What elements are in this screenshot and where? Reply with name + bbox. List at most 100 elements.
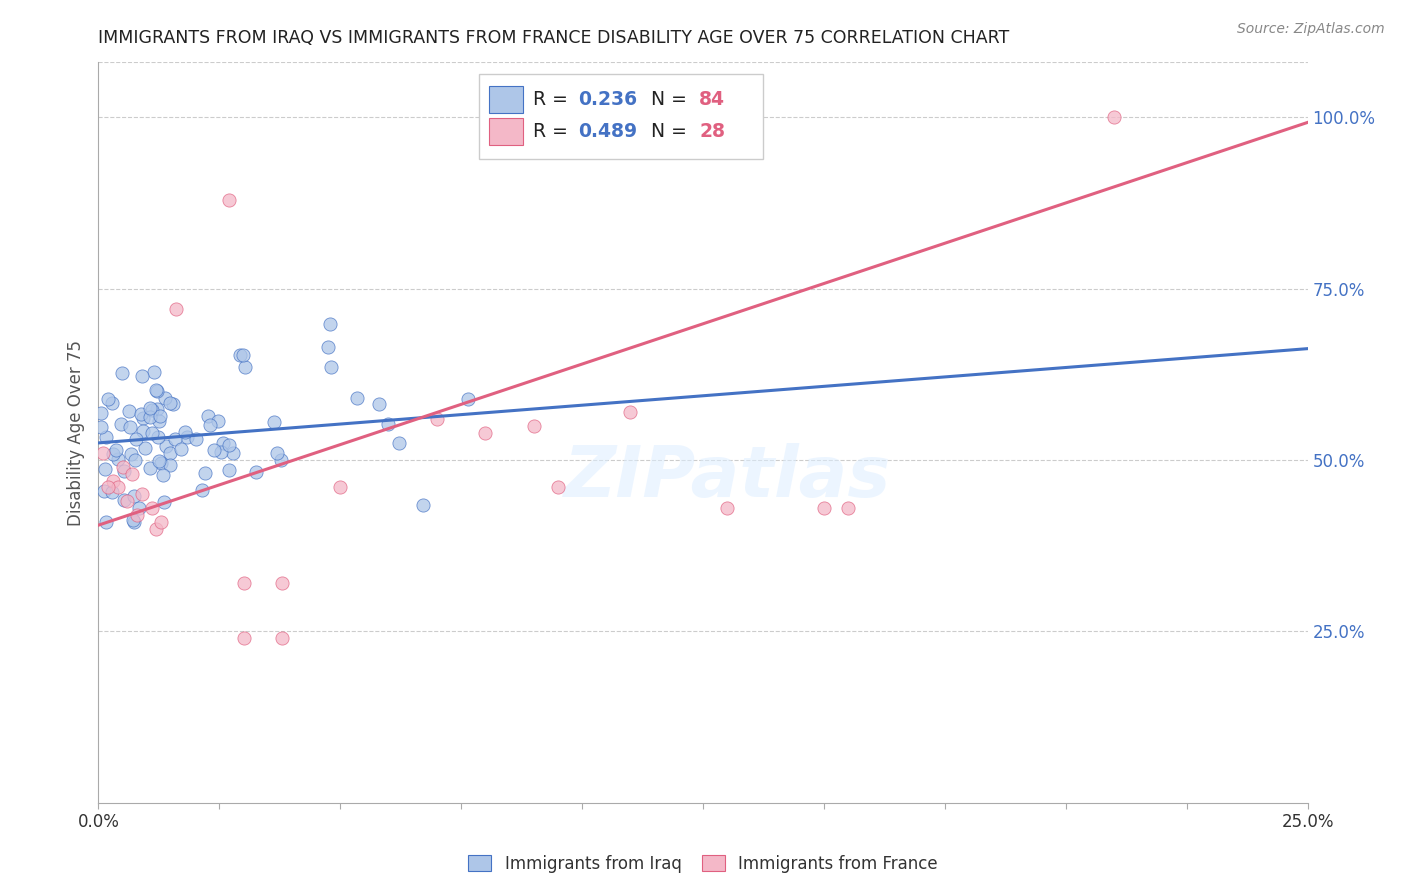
Point [120,447,142,461]
Point [233,360,256,375]
Point [232,348,254,362]
Point [152,467,174,482]
Text: ZIPatlas: ZIPatlas [564,442,891,511]
Point [118,420,141,434]
Point [101,396,124,410]
Point [90,406,112,420]
Point [128,501,150,516]
Point [169,442,191,457]
Point [202,443,225,458]
Point [129,408,152,422]
Point [112,493,135,508]
Point [148,414,170,428]
Point [165,302,187,317]
Point [139,410,162,425]
Point [197,409,219,423]
Point [141,501,163,516]
Point [155,439,177,453]
Text: N =: N = [638,90,693,109]
Point [125,432,148,446]
Point [368,397,391,411]
Point [134,441,156,455]
Point [159,458,181,472]
Point [457,392,479,407]
Text: N =: N = [638,122,693,141]
Point [94,461,117,475]
Point [152,495,174,509]
Point [107,451,129,466]
Point [145,401,167,416]
Point [266,445,288,459]
Point [194,466,217,480]
Point [271,576,294,591]
Text: Source: ZipAtlas.com: Source: ZipAtlas.com [1237,22,1385,37]
Point [221,446,243,460]
Point [619,405,641,419]
Point [101,474,124,488]
Point [118,404,141,418]
Point [131,487,153,501]
Point [150,456,173,470]
Point [174,425,197,440]
Point [139,460,162,475]
FancyBboxPatch shape [489,118,523,145]
Point [523,418,546,433]
Point [124,453,146,467]
Point [94,515,117,529]
Point [139,401,162,415]
Point [412,498,434,512]
Point [155,391,177,405]
Point [547,480,569,494]
Point [150,515,173,529]
Point [122,515,145,529]
Point [91,446,114,460]
Point [346,391,368,405]
Point [112,464,135,478]
Point [837,501,859,516]
Legend: Immigrants from Iraq, Immigrants from France: Immigrants from Iraq, Immigrants from Fr… [461,848,945,880]
Point [143,365,166,379]
Point [377,417,399,431]
Point [159,445,181,459]
Point [426,412,449,426]
Point [184,432,207,446]
Point [159,395,181,409]
Point [716,501,738,516]
Point [271,632,294,646]
Point [111,366,134,380]
Point [1102,110,1125,124]
Point [316,340,339,354]
Point [162,397,184,411]
Text: 28: 28 [699,122,725,141]
Point [90,419,112,434]
Y-axis label: Disability Age Over 75: Disability Age Over 75 [66,340,84,525]
Point [319,359,342,374]
Point [474,425,496,440]
Point [97,392,120,407]
Point [107,480,129,494]
Text: 0.489: 0.489 [578,122,637,141]
Point [117,494,139,508]
Point [198,417,221,432]
Text: R =: R = [533,122,574,141]
Point [94,430,117,444]
Point [165,433,187,447]
Point [132,424,155,438]
Point [232,576,254,591]
Point [141,425,163,440]
Text: R =: R = [533,90,574,109]
Point [209,445,232,459]
Point [141,403,163,417]
Point [813,501,835,516]
Point [127,508,149,522]
Point [93,483,115,498]
Point [111,459,134,474]
Point [218,438,240,452]
Point [329,480,352,494]
Point [191,483,214,497]
Point [101,484,124,499]
Point [148,454,170,468]
FancyBboxPatch shape [479,73,763,159]
Point [110,417,132,431]
FancyBboxPatch shape [489,87,523,112]
